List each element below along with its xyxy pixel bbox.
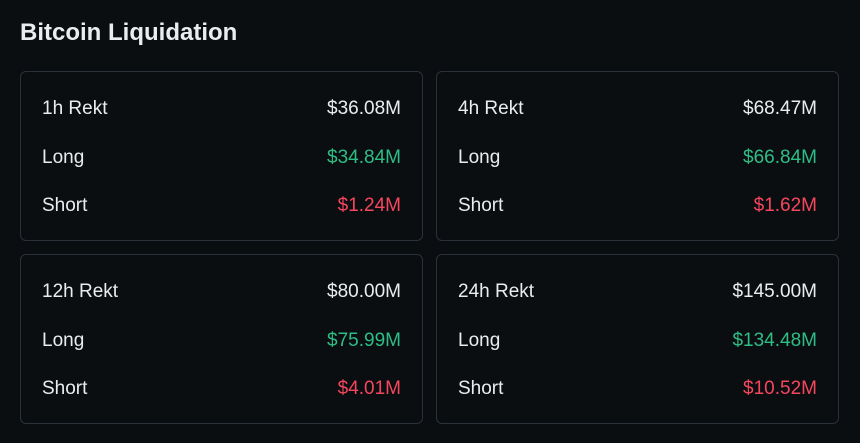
long-label: Long [42, 330, 85, 351]
long-value: $66.84M [743, 147, 817, 168]
long-value: $134.48M [732, 330, 817, 351]
total-row: 1h Rekt $36.08M [42, 97, 401, 121]
short-value: $1.24M [337, 195, 401, 216]
liquidation-card: 24h Rekt $145.00M Long $134.48M Short $1… [436, 254, 839, 424]
short-value: $4.01M [337, 378, 401, 399]
long-row: Long $134.48M [458, 329, 817, 353]
total-value: $80.00M [327, 281, 401, 302]
long-label: Long [458, 330, 501, 351]
short-row: Short $1.24M [42, 194, 401, 218]
long-label: Long [458, 147, 501, 168]
total-value: $145.00M [732, 281, 817, 302]
short-row: Short $1.62M [458, 194, 817, 218]
liquidation-card: 4h Rekt $68.47M Long $66.84M Short $1.62… [436, 71, 839, 241]
total-label: 12h Rekt [42, 281, 119, 302]
page-title: Bitcoin Liquidation [20, 19, 238, 46]
total-label: 4h Rekt [458, 98, 524, 119]
total-row: 24h Rekt $145.00M [458, 280, 817, 304]
long-value: $34.84M [327, 147, 401, 168]
short-value: $1.62M [753, 195, 817, 216]
short-row: Short $10.52M [458, 377, 817, 401]
total-value: $68.47M [743, 98, 817, 119]
short-label: Short [458, 195, 504, 216]
short-label: Short [458, 378, 504, 399]
liquidation-card: 1h Rekt $36.08M Long $34.84M Short $1.24… [20, 71, 423, 241]
long-row: Long $66.84M [458, 146, 817, 170]
long-row: Long $34.84M [42, 146, 401, 170]
total-value: $36.08M [327, 98, 401, 119]
total-label: 1h Rekt [42, 98, 108, 119]
short-label: Short [42, 195, 88, 216]
short-label: Short [42, 378, 88, 399]
long-label: Long [42, 147, 85, 168]
long-row: Long $75.99M [42, 329, 401, 353]
total-row: 12h Rekt $80.00M [42, 280, 401, 304]
total-row: 4h Rekt $68.47M [458, 97, 817, 121]
liquidation-card: 12h Rekt $80.00M Long $75.99M Short $4.0… [20, 254, 423, 424]
short-value: $10.52M [743, 378, 817, 399]
long-value: $75.99M [327, 330, 401, 351]
short-row: Short $4.01M [42, 377, 401, 401]
total-label: 24h Rekt [458, 281, 535, 302]
